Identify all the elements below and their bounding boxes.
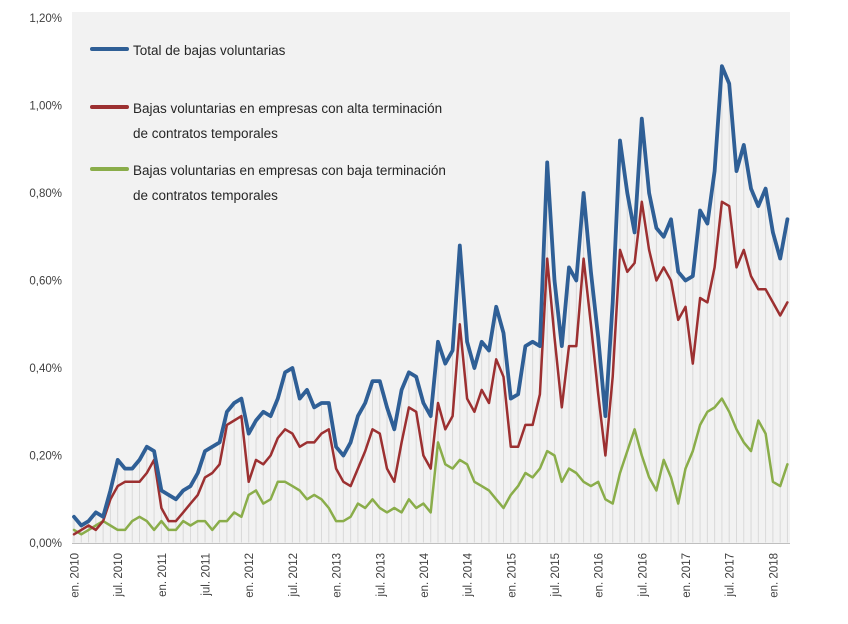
- y-axis-label: 0,40%: [29, 363, 62, 375]
- x-axis-label: jul. 2017: [725, 553, 737, 597]
- x-axis-label: jul. 2012: [288, 553, 300, 597]
- x-axis-label: en. 2012: [244, 553, 256, 598]
- series-line-total: [72, 64, 790, 528]
- x-axis-label: en. 2013: [332, 553, 344, 598]
- y-axis-label: 0,00%: [29, 538, 62, 550]
- x-axis-label: jul. 2015: [550, 553, 562, 597]
- x-axis-label: en. 2016: [594, 553, 606, 598]
- y-axis-label: 1,20%: [29, 13, 62, 25]
- x-axis-label: en. 2018: [768, 553, 780, 598]
- x-axis-label: en. 2011: [157, 553, 169, 597]
- x-axis-label: jul. 2011: [201, 553, 213, 597]
- x-axis-label: jul. 2016: [637, 553, 649, 597]
- x-axis-label: en. 2015: [506, 553, 518, 598]
- x-axis-label: en. 2014: [419, 552, 431, 597]
- y-axis-label: 0,20%: [29, 451, 62, 463]
- series-line-baja-terminacion: [72, 397, 789, 536]
- y-axis-label: 0,60%: [29, 276, 62, 288]
- x-axis-label: jul. 2014: [463, 552, 475, 597]
- y-axis-label: 1,00%: [29, 101, 62, 113]
- x-axis-label: en. 2010: [70, 553, 82, 598]
- x-axis-label: en. 2017: [681, 553, 693, 598]
- x-axis-label: jul. 2010: [113, 553, 125, 597]
- x-axis-label: jul. 2013: [375, 553, 387, 597]
- series-line-alta-terminacion: [72, 200, 789, 536]
- y-axis-label: 0,80%: [29, 188, 62, 200]
